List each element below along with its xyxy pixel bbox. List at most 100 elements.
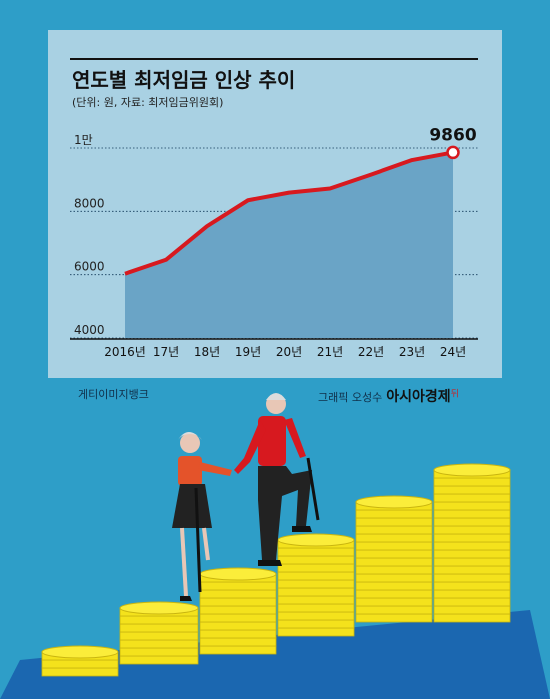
coin [433, 573, 511, 583]
coin [433, 549, 511, 559]
elderly-woman-figure [172, 432, 232, 601]
value-annotation: 9860 [429, 125, 476, 145]
coin [119, 655, 199, 665]
x-tick-label: 20년 [276, 345, 302, 359]
coin [277, 619, 355, 629]
coin-top [41, 645, 119, 659]
x-tick-label: 2016년 [104, 345, 146, 359]
coin [199, 637, 277, 647]
y-tick-label: 4000 [74, 323, 105, 337]
coin [433, 477, 511, 487]
coin [355, 589, 433, 599]
coin-stack [119, 601, 199, 665]
coin [355, 597, 433, 607]
coin-stack [277, 533, 355, 637]
coin-top [199, 567, 277, 581]
x-tick-label: 18년 [194, 345, 220, 359]
title-rule [70, 58, 478, 60]
x-tick-label: 23년 [399, 345, 425, 359]
coin [277, 595, 355, 605]
coin [433, 605, 511, 615]
coin [433, 613, 511, 623]
coin [355, 581, 433, 591]
coin [277, 611, 355, 621]
coin [277, 563, 355, 573]
y-tick-label: 8000 [74, 196, 105, 210]
photo-credit: 게티이미지뱅크 [78, 388, 149, 401]
coin [433, 565, 511, 575]
coin [119, 647, 199, 657]
coin [433, 525, 511, 535]
coin [433, 589, 511, 599]
coin [355, 525, 433, 535]
chart-title: 연도별 최저임금 인상 추이 [72, 68, 296, 92]
coin [199, 629, 277, 639]
coin [433, 501, 511, 511]
brand-logo: 아시아경제 [386, 389, 451, 405]
y-tick-label: 6000 [74, 260, 105, 274]
coin [199, 645, 277, 655]
graphic-credit-label: 그래픽 오성수 [318, 391, 383, 404]
coin [199, 597, 277, 607]
x-tick-label: 17년 [153, 345, 179, 359]
graphic-credit: 그래픽 오성수 아시아경제뒤 [318, 386, 459, 406]
coin [355, 573, 433, 583]
x-tick-label: 19년 [235, 345, 261, 359]
coin-stacks [41, 463, 511, 677]
coin [199, 589, 277, 599]
coin-top [277, 533, 355, 547]
chart-subtitle: (단위: 원, 자료: 최저임금위원회) [72, 96, 224, 109]
coin [119, 623, 199, 633]
coin [119, 631, 199, 641]
coin [277, 555, 355, 565]
coin-stack [41, 645, 119, 677]
coin [433, 581, 511, 591]
series-line [124, 150, 454, 276]
coin-stack [355, 495, 433, 623]
coin-stack [199, 567, 277, 655]
coin [119, 615, 199, 625]
coin [433, 541, 511, 551]
coin [433, 533, 511, 543]
coin [199, 613, 277, 623]
coin [277, 547, 355, 557]
coin [277, 587, 355, 597]
elderly-man-figure [234, 393, 320, 566]
coin [355, 605, 433, 615]
coin [355, 509, 433, 519]
coin [355, 541, 433, 551]
coin-top [119, 601, 199, 615]
y-tick-label: 1만 [74, 133, 93, 147]
coin [355, 533, 433, 543]
coin-top [433, 463, 511, 477]
coin [355, 517, 433, 527]
coin [119, 639, 199, 649]
x-tick-label: 22년 [358, 345, 384, 359]
x-tick-label: 21년 [317, 345, 343, 359]
coin [433, 557, 511, 567]
brand-mark: 뒤 [450, 389, 459, 400]
coin-stack [433, 463, 511, 623]
coin [433, 485, 511, 495]
coin [199, 605, 277, 615]
coin [199, 581, 277, 591]
coin-top [355, 495, 433, 509]
area-fill [125, 152, 453, 338]
coin [355, 613, 433, 623]
floor-shadow [0, 610, 550, 699]
coin [433, 509, 511, 519]
coin [433, 517, 511, 527]
coin [355, 557, 433, 567]
coin [355, 549, 433, 559]
x-tick-label: 24년 [440, 345, 466, 359]
coin [277, 579, 355, 589]
coin [41, 659, 119, 669]
coin [41, 667, 119, 677]
coin [355, 565, 433, 575]
coin [277, 603, 355, 613]
coin [277, 571, 355, 581]
coin [199, 621, 277, 631]
coin [433, 597, 511, 607]
coin [277, 627, 355, 637]
